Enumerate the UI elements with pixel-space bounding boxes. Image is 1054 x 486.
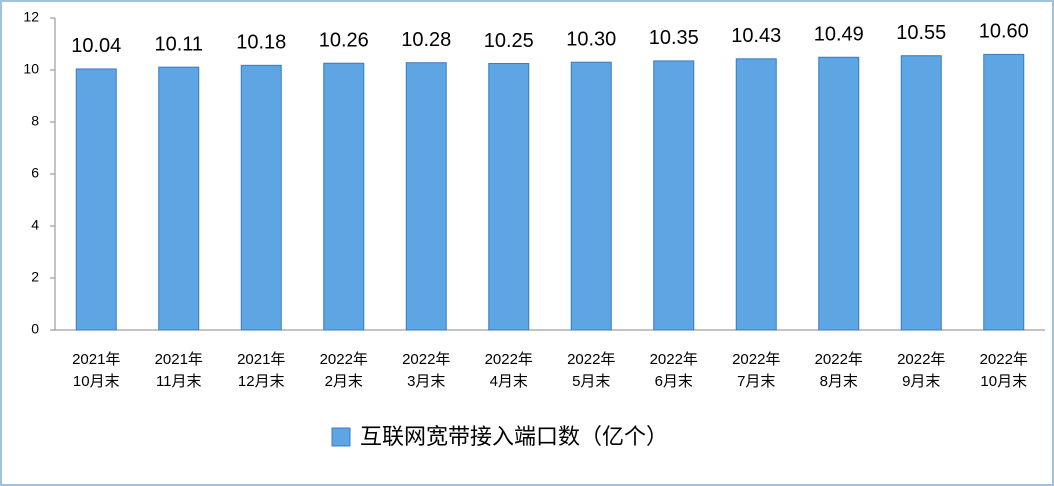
legend-label: 互联网宽带接入端口数（亿个） — [360, 424, 668, 449]
bar — [735, 58, 777, 331]
x-tick-label: 2022年 — [320, 351, 368, 368]
y-tick-label: 6 — [31, 165, 39, 181]
bar — [75, 68, 117, 331]
x-tick-label: 2022年 — [732, 351, 780, 368]
x-tick-label: 8月末 — [820, 373, 858, 390]
x-tick-label: 12月末 — [238, 373, 285, 390]
x-tick-label: 2022年 — [815, 351, 863, 368]
bar — [240, 64, 282, 331]
legend-swatch — [331, 427, 351, 447]
value-label: 10.04 — [71, 35, 121, 57]
bar — [818, 56, 860, 331]
x-tick-label: 2021年 — [237, 351, 285, 368]
x-tick-label: 3月末 — [407, 373, 445, 390]
value-label: 10.55 — [896, 22, 946, 44]
value-label: 10.26 — [319, 30, 369, 52]
x-tick-label: 7月末 — [737, 373, 775, 390]
value-label: 10.25 — [484, 30, 534, 52]
value-label: 10.35 — [649, 27, 699, 49]
value-label: 10.30 — [566, 28, 616, 50]
value-label: 10.60 — [979, 21, 1029, 43]
bar — [653, 60, 695, 331]
bar — [405, 62, 447, 331]
x-tick-label: 10月末 — [73, 373, 120, 390]
value-label: 10.18 — [236, 32, 286, 54]
y-tick-label: 8 — [31, 113, 39, 129]
x-tick-label: 6月末 — [655, 373, 693, 390]
x-tick-label: 2022年 — [402, 351, 450, 368]
x-tick-label: 2月末 — [325, 373, 363, 390]
x-tick-label: 2021年 — [72, 351, 120, 368]
x-tick-label: 2022年 — [567, 351, 615, 368]
value-label: 10.11 — [154, 33, 203, 55]
value-label: 10.28 — [401, 29, 451, 51]
bar — [570, 61, 612, 331]
value-label: 10.49 — [814, 24, 864, 46]
x-tick-label: 4月末 — [490, 373, 528, 390]
x-tick-label: 10月末 — [980, 373, 1027, 390]
y-tick-label: 4 — [31, 217, 39, 233]
x-tick-label: 2022年 — [650, 351, 698, 368]
y-tick-label: 0 — [31, 321, 39, 337]
x-tick-label: 2021年 — [155, 351, 203, 368]
value-label: 10.43 — [731, 25, 781, 47]
x-tick-label: 11月末 — [156, 373, 202, 390]
y-tick-label: 10 — [23, 61, 39, 77]
x-tick-label: 2022年 — [897, 351, 945, 368]
bar — [983, 53, 1025, 331]
y-tick-label: 12 — [23, 9, 39, 25]
x-tick-label: 9月末 — [902, 373, 940, 390]
x-tick-label: 2022年 — [485, 351, 533, 368]
x-tick-label: 5月末 — [572, 373, 610, 390]
x-tick-label: 2022年 — [980, 351, 1028, 368]
bar — [158, 66, 200, 331]
bar — [323, 62, 365, 331]
bar — [488, 63, 530, 331]
y-tick-label: 2 — [31, 269, 39, 285]
bar — [900, 55, 942, 331]
